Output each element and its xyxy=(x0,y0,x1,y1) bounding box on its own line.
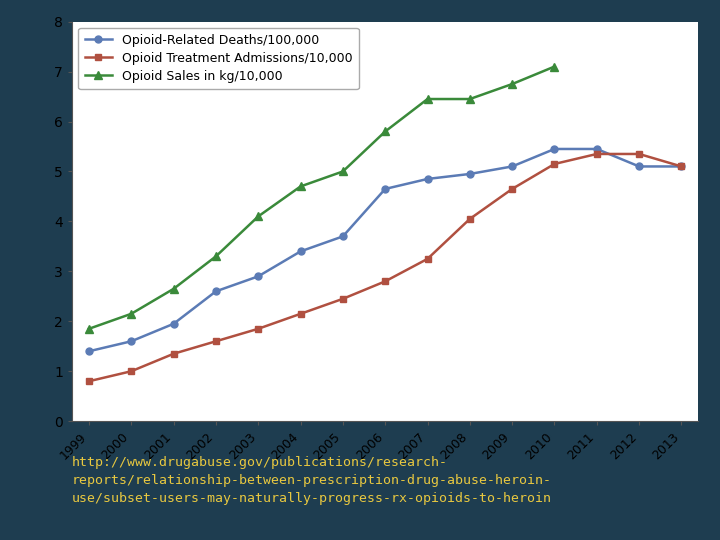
Text: http://www.drugabuse.gov/publications/research-
reports/relationship-between-pre: http://www.drugabuse.gov/publications/re… xyxy=(72,456,552,505)
Legend: Opioid-Related Deaths/100,000, Opioid Treatment Admissions/10,000, Opioid Sales : Opioid-Related Deaths/100,000, Opioid Tr… xyxy=(78,28,359,89)
